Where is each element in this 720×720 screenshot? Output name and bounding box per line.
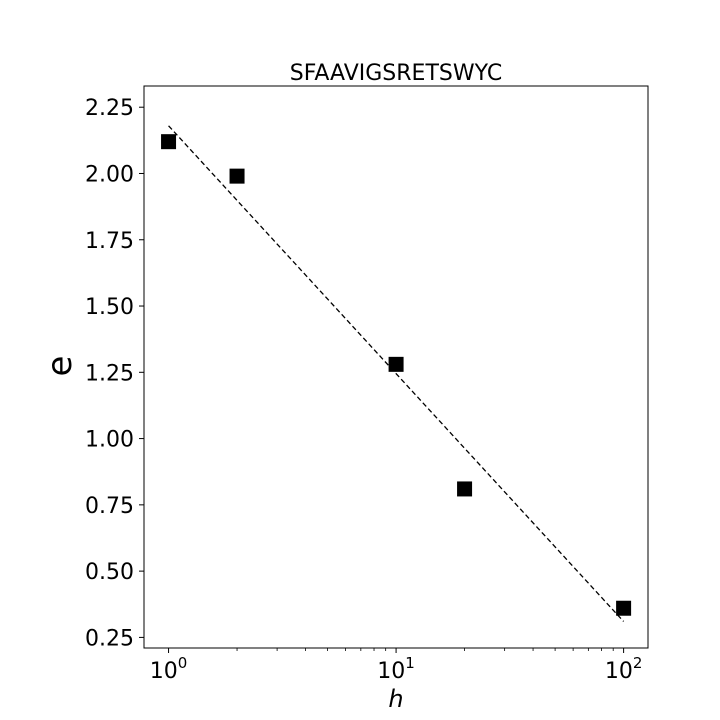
x-tick-label: 100	[150, 654, 188, 684]
fit-line	[168, 125, 625, 622]
y-tick-label: 2.00	[85, 162, 134, 187]
data-points	[161, 134, 632, 616]
chart-title: SFAAVIGSRETSWYC	[290, 61, 502, 86]
x-tick-label: 102	[605, 654, 643, 684]
y-tick-label: 0.50	[85, 560, 134, 585]
data-point	[616, 600, 632, 616]
data-point	[457, 481, 473, 497]
y-axis-label: e	[40, 356, 80, 377]
y-tick-label: 1.50	[85, 295, 134, 320]
y-tick-label: 1.25	[85, 361, 134, 386]
data-point	[388, 356, 404, 372]
y-tick-label: 0.75	[85, 494, 134, 519]
data-point	[161, 134, 177, 150]
y-tick-label: 1.00	[85, 428, 134, 453]
y-tick-label: 0.25	[85, 626, 134, 651]
y-axis: 0.25 0.50 0.75 1.00 1.25 1.50 1.75 2.00 2.25	[85, 96, 144, 651]
x-axis: 100 101 102	[150, 648, 643, 684]
y-tick-label: 1.75	[85, 229, 134, 254]
y-tick-label: 2.25	[85, 96, 134, 121]
data-point	[229, 168, 245, 184]
x-axis-label: h	[388, 685, 403, 713]
x-tick-label: 101	[377, 654, 415, 684]
